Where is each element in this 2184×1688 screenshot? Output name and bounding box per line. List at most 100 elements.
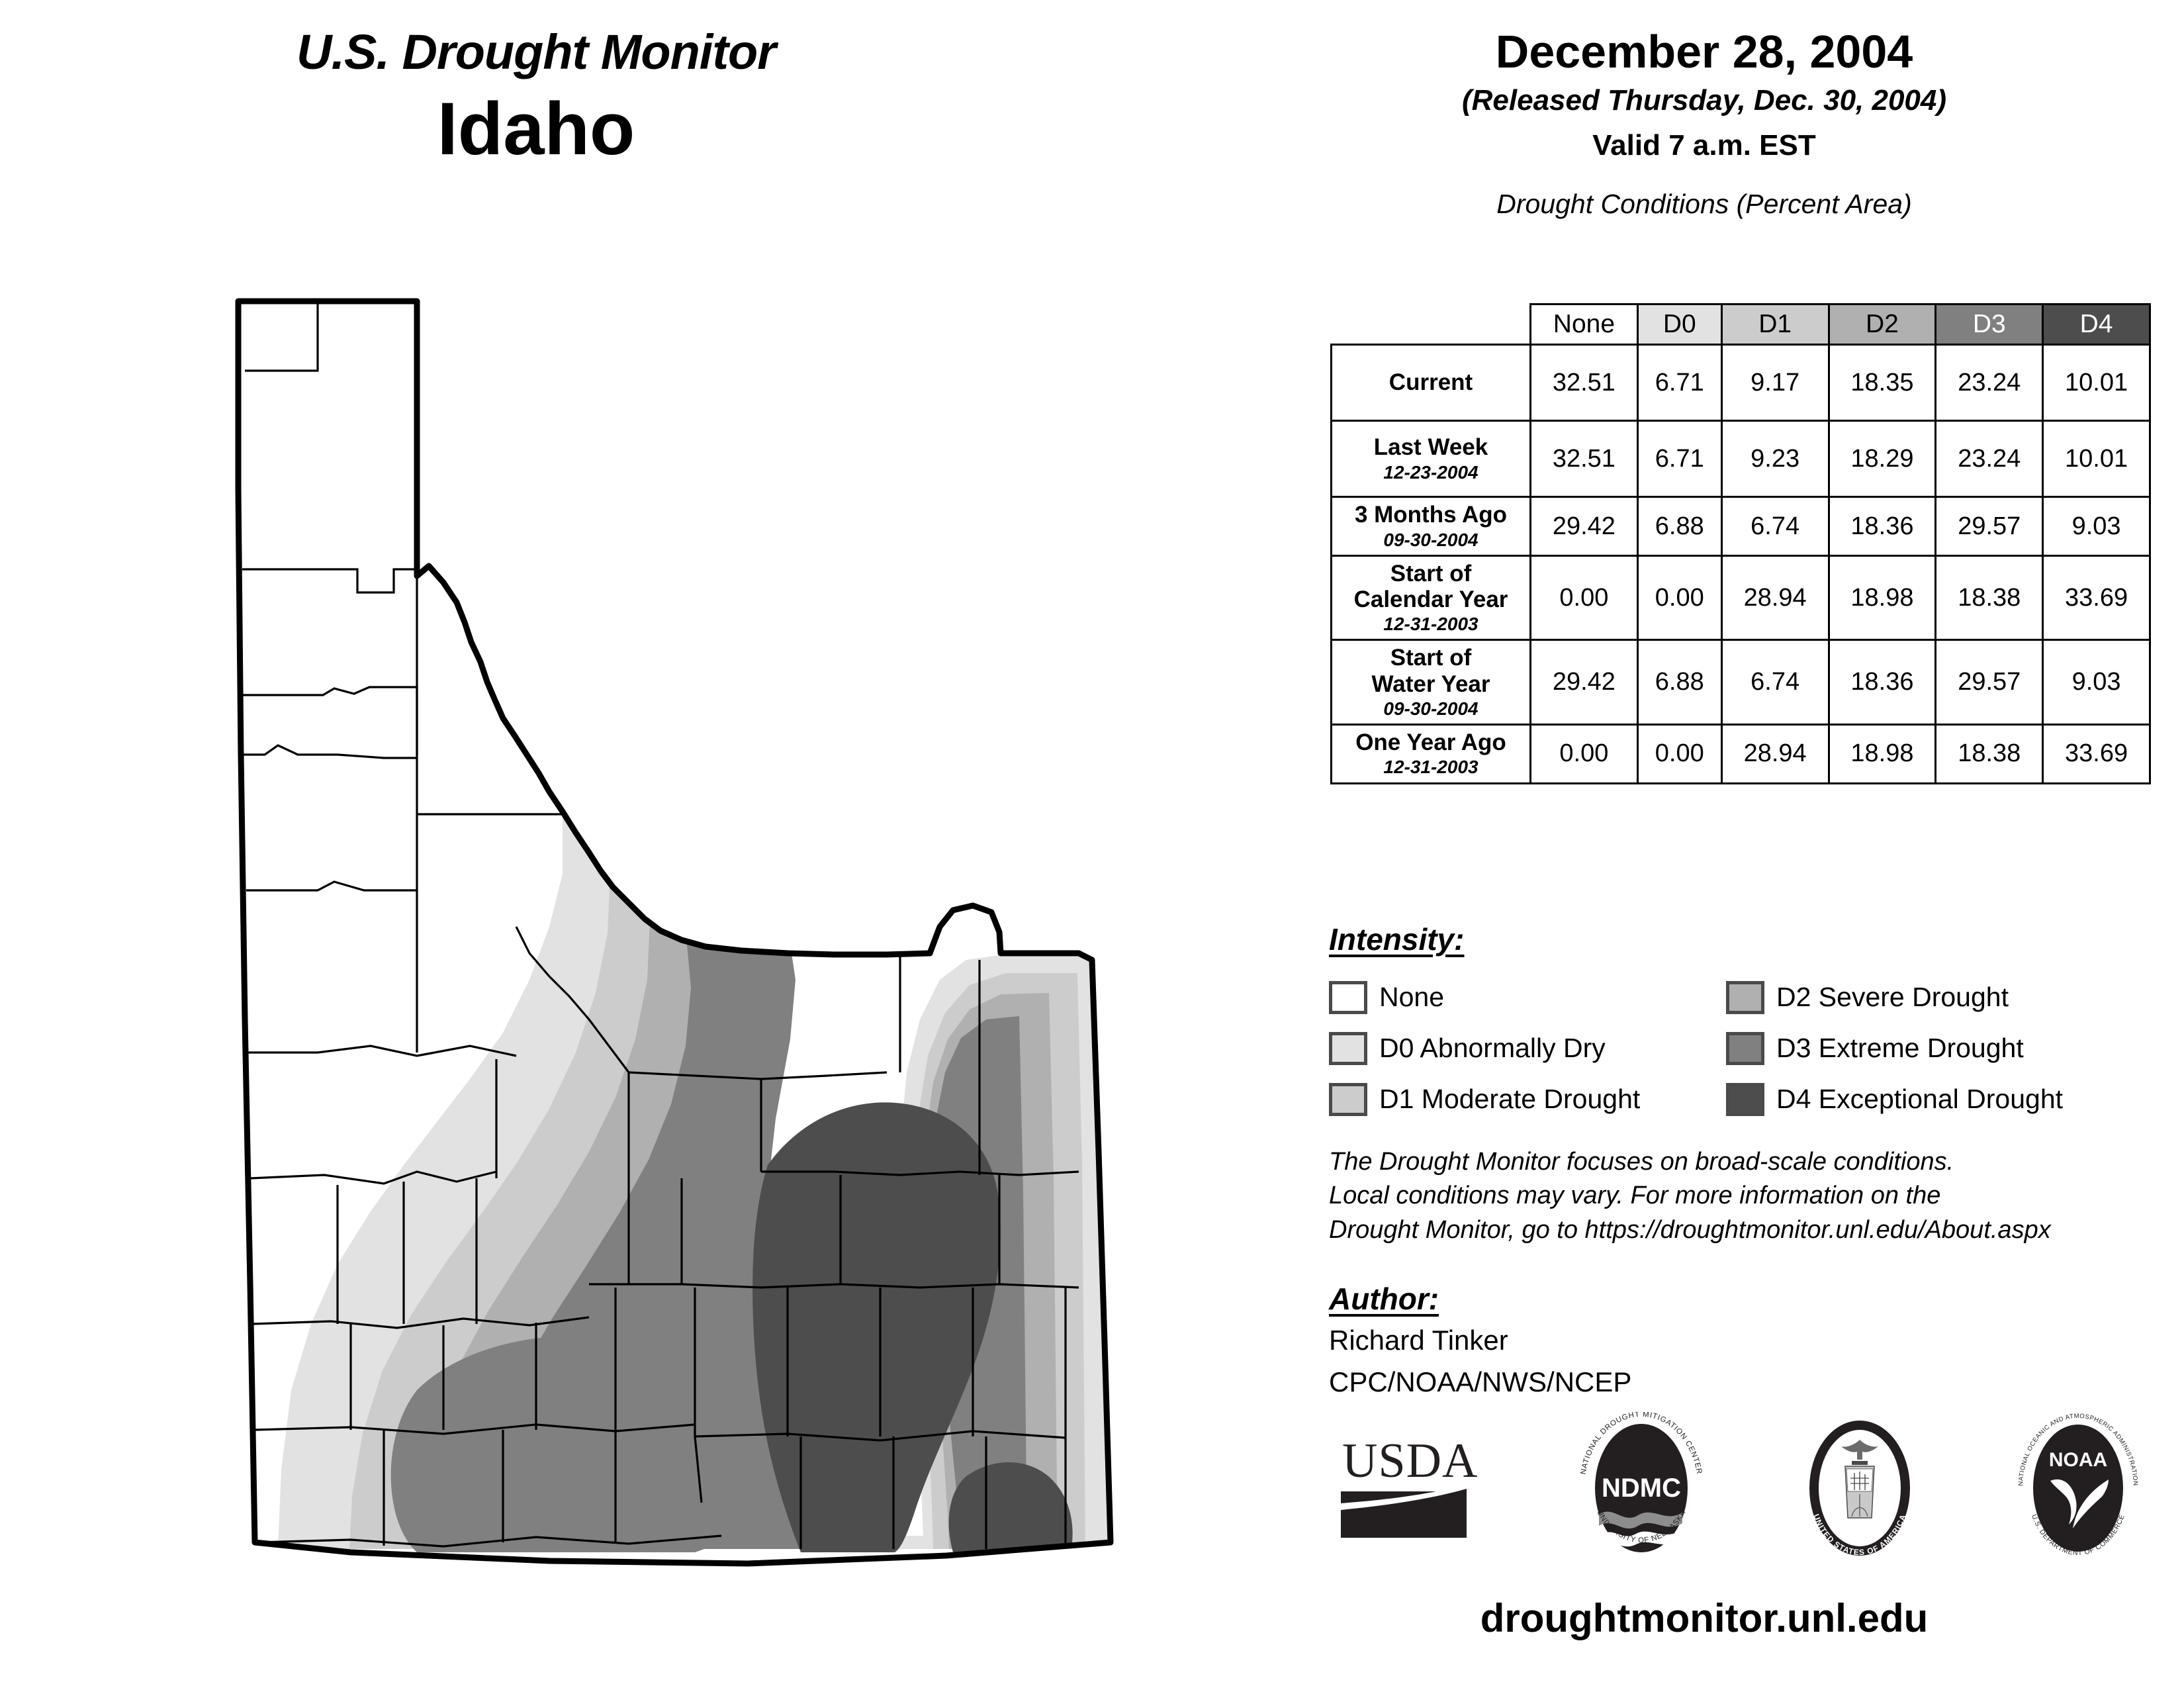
cell-water-none: 29.42 <box>1529 639 1639 726</box>
cell-1yr-d4: 33.69 <box>2042 723 2151 784</box>
author-block: Author: Richard Tinker CPC/NOAA/NWS/NCEP <box>1329 1281 1631 1401</box>
row-label-date: 12-31-2003 <box>1383 614 1479 635</box>
legend-item-none: None <box>1329 972 1726 1023</box>
cell-cal-d1: 28.94 <box>1720 554 1830 641</box>
title-block: U.S. Drought Monitor Idaho <box>0 26 1072 167</box>
cell-lastweek-d0: 6.71 <box>1636 420 1723 498</box>
cell-1yr-d0: 0.00 <box>1636 723 1723 784</box>
row-label-text-line1: Start of <box>1390 561 1472 586</box>
ndmc-logo: NDMC NATIONAL DROUGHT MITIGATION CENTER … <box>1575 1410 1707 1568</box>
legend-item-d4: D4 Exceptional Drought <box>1726 1074 2156 1125</box>
row-label-date: 12-23-2004 <box>1383 461 1479 483</box>
legend-item-d1: D1 Moderate Drought <box>1329 1074 1726 1125</box>
legend-label-d1: D1 Moderate Drought <box>1379 1084 1641 1114</box>
usda-logo: USDA <box>1337 1425 1489 1554</box>
row-label-text: Last Week <box>1373 434 1488 461</box>
cell-1yr-d3: 18.38 <box>1934 723 2044 784</box>
table-header-row: None D0 D1 D2 D3 D4 <box>1332 303 2151 346</box>
usda-logo-svg: USDA <box>1341 1434 1478 1538</box>
cell-water-d0: 6.88 <box>1636 639 1723 726</box>
report-header: December 28, 2004 (Released Thursday, De… <box>1224 0 2184 162</box>
cell-current-none: 32.51 <box>1529 344 1639 422</box>
table-row: One Year Ago 12-31-2003 0.00 0.00 28.94 … <box>1330 723 2151 784</box>
col-header-d1: D1 <box>1720 303 1830 346</box>
cell-lastweek-d4: 10.01 <box>2042 420 2151 498</box>
author-affiliation: CPC/NOAA/NWS/NCEP <box>1329 1366 1632 1398</box>
legend-swatch-d1 <box>1329 1082 1367 1116</box>
noaa-logo: NOAA NATIONAL OCEANIC AND ATMOSPHERIC AD… <box>2012 1412 2144 1568</box>
row-label-text: 3 Months Ago <box>1354 502 1508 528</box>
state-outline <box>235 298 1114 1567</box>
drought-conditions-table: None D0 D1 D2 D3 D4 Current 32.51 6.71 9… <box>1330 303 2151 784</box>
map-svg <box>235 298 1114 1567</box>
noaa-logo-svg: NOAA NATIONAL OCEANIC AND ATMOSPHERIC AD… <box>2017 1412 2138 1556</box>
noaa-logo-text: NOAA <box>2049 1449 2107 1471</box>
cell-cal-none: 0.00 <box>1529 554 1639 641</box>
cell-current-d3: 23.24 <box>1934 344 2044 422</box>
col-header-d2: D2 <box>1827 303 1937 346</box>
legend-label-d4: D4 Exceptional Drought <box>1776 1084 2064 1114</box>
legend-label-d3: D3 Extreme Drought <box>1776 1033 2024 1063</box>
row-label-current: Current <box>1330 344 1531 422</box>
col-header-d0: D0 <box>1636 303 1723 346</box>
col-header-none: None <box>1529 303 1639 346</box>
cell-water-d3: 29.57 <box>1934 639 2044 726</box>
legend-swatch-d2 <box>1726 980 1764 1014</box>
ndmc-logo-svg: NDMC NATIONAL DROUGHT MITIGATION CENTER … <box>1580 1410 1703 1552</box>
cell-water-d2: 18.36 <box>1827 639 1937 726</box>
cell-3mo-d1: 6.74 <box>1720 496 1830 557</box>
row-label-one-year-ago: One Year Ago 12-31-2003 <box>1330 723 1531 784</box>
logo-row: USDA NDMC NATIONAL DROUGHT MITIGATION CE… <box>1337 1409 2144 1569</box>
cell-3mo-d4: 9.03 <box>2042 496 2151 557</box>
cell-lastweek-d2: 18.29 <box>1827 420 1937 498</box>
cell-water-d1: 6.74 <box>1720 639 1830 726</box>
author-name: Richard Tinker <box>1329 1325 1508 1356</box>
idaho-drought-map[interactable] <box>218 291 1211 1602</box>
cell-1yr-d2: 18.98 <box>1827 723 1937 784</box>
row-label-date: 12-31-2003 <box>1383 757 1479 778</box>
cell-3mo-d3: 29.57 <box>1934 496 2044 557</box>
legend-item-d0: D0 Abnormally Dry <box>1329 1023 1726 1074</box>
disclaimer-text: The Drought Monitor focuses on broad-sca… <box>1329 1145 2169 1247</box>
report-valid: Valid 7 a.m. EST <box>1592 128 1816 162</box>
cell-lastweek-d1: 9.23 <box>1720 420 1830 498</box>
cell-1yr-d1: 28.94 <box>1720 723 1830 784</box>
cell-water-d4: 9.03 <box>2042 639 2151 726</box>
footer-url[interactable]: droughtmonitor.unl.edu <box>1480 1596 1929 1640</box>
info-panel: December 28, 2004 (Released Thursday, De… <box>1224 0 2184 1688</box>
cell-current-d4: 10.01 <box>2042 344 2151 422</box>
legend-item-d2: D2 Severe Drought <box>1726 972 2156 1023</box>
row-label-start-calendar-year: Start of Calendar Year 12-31-2003 <box>1330 554 1531 641</box>
row-label-last-week: Last Week 12-23-2004 <box>1330 420 1531 498</box>
intensity-title: Intensity: <box>1329 922 1465 957</box>
legend-swatch-d3 <box>1726 1031 1764 1065</box>
legend-item-d3: D3 Extreme Drought <box>1726 1023 2156 1074</box>
cell-3mo-d0: 6.88 <box>1636 496 1723 557</box>
report-date: December 28, 2004 <box>1495 26 1913 77</box>
cell-current-d1: 9.17 <box>1720 344 1830 422</box>
cell-3mo-none: 29.42 <box>1529 496 1639 557</box>
region-d4-southeast <box>948 1462 1073 1552</box>
county-borders <box>242 301 1079 1549</box>
legend-swatch-none <box>1329 980 1367 1014</box>
cell-cal-d4: 33.69 <box>2042 554 2151 641</box>
row-label-text: Current <box>1388 369 1473 396</box>
row-label-text-line1: Start of <box>1390 645 1472 671</box>
intensity-legend: Intensity: None D2 Severe Drought D0 Abn… <box>1329 921 2156 1125</box>
row-label-text-line2: Water Year <box>1371 671 1490 697</box>
usda-logo-text: USDA <box>1342 1434 1478 1488</box>
report-released: (Released Thursday, Dec. 30, 2004) <box>1461 83 1947 117</box>
table-row: 3 Months Ago 09-30-2004 29.42 6.88 6.74 … <box>1330 496 2151 557</box>
cell-cal-d3: 18.38 <box>1934 554 2044 641</box>
row-label-text-line2: Calendar Year <box>1353 586 1508 613</box>
legend-label-d2: D2 Severe Drought <box>1776 982 2009 1012</box>
cell-3mo-d2: 18.36 <box>1827 496 1937 557</box>
legend-swatch-d0 <box>1329 1031 1367 1065</box>
cell-lastweek-d3: 23.24 <box>1934 420 2044 498</box>
row-label-date: 09-30-2004 <box>1383 698 1479 719</box>
table-row: Current 32.51 6.71 9.17 18.35 23.24 10.0… <box>1330 344 2151 422</box>
page-title: U.S. Drought Monitor <box>296 24 776 79</box>
col-header-d4: D4 <box>2042 303 2151 346</box>
map-panel: U.S. Drought Monitor Idaho <box>0 26 1211 1602</box>
row-label-start-water-year: Start of Water Year 09-30-2004 <box>1330 639 1531 726</box>
